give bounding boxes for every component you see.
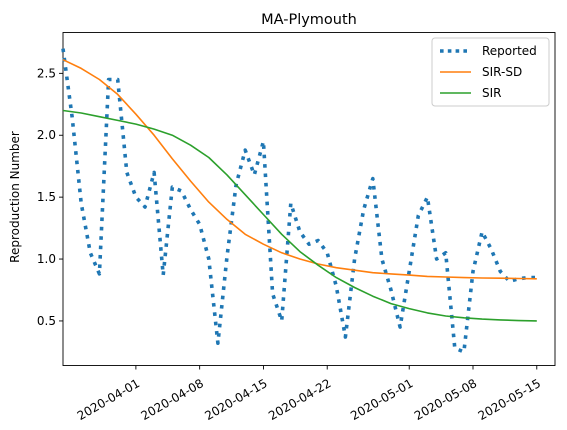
y-tick-label: 2.0 [37,128,56,142]
legend: Reported SIR-SD SIR [431,37,550,107]
legend-label: SIR [482,86,502,100]
y-tick-label: 2.5 [37,66,56,80]
chart-title: MA-Plymouth [261,12,357,28]
x-tick-label: 2020-05-08 [412,376,479,423]
x-tick-label: 2020-05-15 [476,376,543,423]
y-axis: 0.5 1.0 1.5 2.0 2.5 [37,66,63,328]
x-axis: 2020-04-012020-04-082020-04-152020-04-22… [75,365,543,423]
y-axis-label: Reproduction Number [8,131,22,263]
y-tick-label: 1.5 [37,190,56,204]
series-line-sir-sd [62,58,537,280]
y-tick-label: 1.0 [37,252,56,266]
x-tick-label: 2020-04-08 [139,376,206,423]
y-tick-label: 0.5 [37,314,56,328]
x-tick-label: 2020-05-01 [348,376,415,423]
plot-frame [62,32,556,366]
x-tick-label: 2020-04-22 [266,376,333,423]
legend-label: Reported [482,44,537,58]
series-line-sir [62,109,537,322]
series-layer [61,48,537,354]
x-tick-label: 2020-04-01 [75,376,142,423]
legend-label: SIR-SD [482,65,522,79]
x-tick-label: 2020-04-15 [202,376,269,423]
legend-frame [431,37,550,107]
